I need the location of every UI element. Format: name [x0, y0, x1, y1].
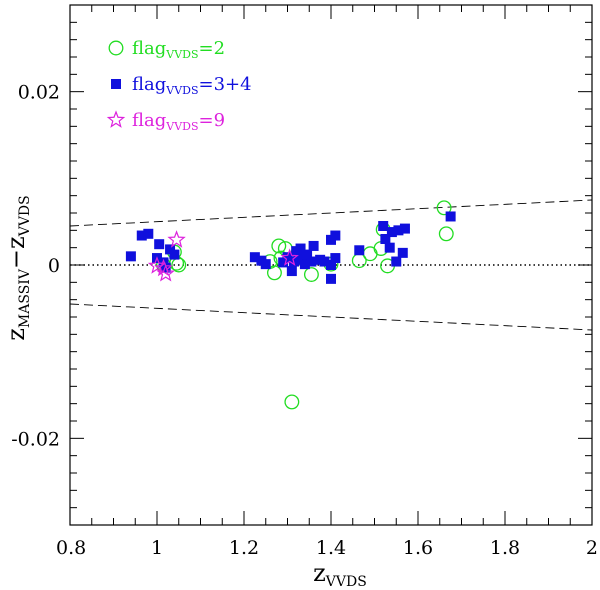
square-point — [319, 256, 330, 267]
square-point — [158, 257, 169, 268]
legend-marker — [106, 110, 126, 128]
x-axis-title: zVVDS — [313, 559, 367, 590]
square-point — [391, 256, 402, 267]
square-point — [308, 240, 319, 251]
square-point — [326, 273, 336, 284]
circle-point — [362, 246, 378, 262]
square-point — [384, 242, 395, 253]
square-point — [286, 266, 297, 277]
reference-line-upper — [69, 199, 593, 227]
square-point — [386, 227, 397, 238]
square-point — [397, 247, 408, 258]
square-point — [278, 257, 289, 268]
circle-point — [271, 238, 287, 254]
legend-label: flagVVDS=3+4 — [132, 74, 252, 97]
y-tick-label: 0 — [48, 255, 60, 277]
square-point — [160, 262, 171, 273]
x-tick-label: 1.8 — [490, 537, 520, 559]
square-point — [326, 260, 336, 270]
legend-marker — [111, 79, 121, 89]
axis-titles: zVVDS zMASSIV−zVVDS — [2, 195, 367, 590]
square-point — [169, 249, 180, 260]
axis-tick-labels: 0.8 1 1.2 1.4 1.6 1.8 2 -0.02 0 0.02 — [11, 82, 598, 559]
data-points — [125, 200, 456, 410]
x-tick-label: 1.4 — [316, 537, 346, 559]
x-tick-label: 2 — [586, 537, 598, 559]
star-point — [156, 263, 175, 282]
square-point — [399, 223, 410, 234]
legend-marker — [108, 40, 124, 56]
legend-label: flagVVDS=9 — [132, 110, 225, 133]
square-point — [378, 221, 389, 231]
square-point — [249, 252, 260, 263]
x-tick-label: 0.8 — [56, 537, 86, 559]
circle-point — [267, 265, 282, 281]
star-point — [167, 230, 186, 248]
star-point — [154, 258, 173, 277]
x-tick-label: 1.2 — [229, 537, 259, 559]
x-tick-label: 1 — [151, 537, 163, 559]
square-point — [445, 211, 456, 222]
square-point — [330, 230, 341, 241]
square-point — [302, 249, 313, 260]
circle-point — [438, 226, 454, 242]
x-tick-label: 1.6 — [403, 537, 433, 559]
square-point — [136, 230, 147, 241]
square-point — [295, 243, 306, 254]
star-point — [280, 248, 299, 266]
y-axis-title: zMASSIV−zVVDS — [2, 195, 33, 341]
circle-point — [436, 200, 452, 216]
axis-ticks — [69, 4, 593, 526]
square-point — [260, 259, 271, 270]
square-point — [282, 252, 293, 263]
y-tick-label: 0.02 — [18, 82, 60, 104]
square-point — [380, 234, 391, 244]
square-point — [125, 251, 136, 262]
square-point — [154, 239, 165, 250]
circle-point — [303, 267, 319, 282]
square-point — [330, 253, 341, 264]
square-point — [306, 256, 317, 267]
legend-label: flagVVDS=2 — [132, 38, 225, 61]
reference-line-lower — [69, 303, 593, 331]
square-point — [354, 245, 365, 256]
square-point — [393, 225, 404, 236]
square-point — [165, 244, 176, 255]
y-tick-label: -0.02 — [11, 428, 60, 450]
square-point — [143, 228, 154, 239]
legend: flagVVDS=2 flagVVDS=3+4 flagVVDS=9 — [106, 38, 252, 133]
circle-point — [284, 394, 300, 410]
square-point — [299, 259, 310, 270]
